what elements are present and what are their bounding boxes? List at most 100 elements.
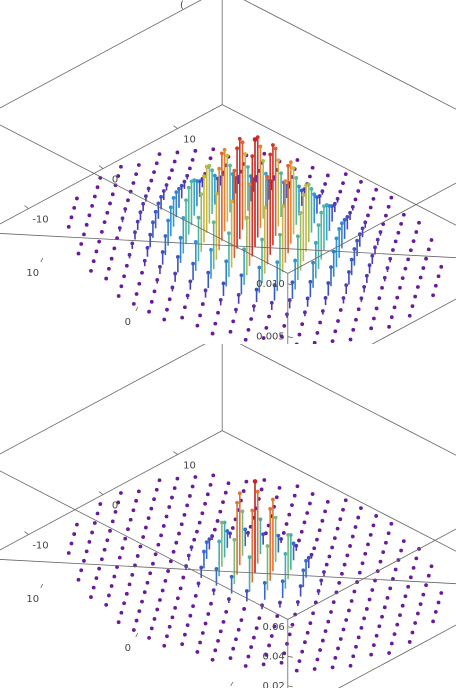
data-point: [371, 316, 376, 321]
data-point: [106, 593, 111, 598]
data-point: [116, 174, 121, 178]
data-point: [264, 653, 269, 657]
data-point: [188, 279, 193, 284]
data-point: [359, 625, 364, 630]
data-point: [131, 508, 136, 513]
data-point: [281, 531, 286, 535]
data-point: [252, 479, 258, 484]
data-point: [180, 642, 185, 647]
data-point: [337, 227, 342, 231]
data-point: [244, 589, 249, 593]
data-point: [138, 544, 143, 549]
data-point: [192, 537, 197, 542]
data-point: [174, 540, 179, 545]
y-tick-label: 0: [112, 501, 118, 512]
data-point: [131, 301, 136, 306]
data-point: [315, 331, 320, 335]
data-point: [252, 137, 258, 142]
data-point: [363, 551, 368, 556]
y-tick-mark: [98, 491, 104, 495]
data-point: [89, 595, 93, 599]
data-point: [218, 629, 223, 634]
data-point: [343, 498, 348, 503]
data-point: [141, 201, 146, 206]
data-point: [189, 179, 194, 184]
data-point: [236, 627, 241, 632]
data-point: [352, 247, 357, 251]
data-point: [395, 622, 400, 627]
data-point: [359, 180, 363, 184]
data-point: [421, 592, 426, 597]
data-point: [175, 476, 180, 481]
y-tick-label: -10: [32, 541, 48, 552]
data-point: [251, 304, 256, 309]
data-point: [143, 194, 148, 199]
data-point: [99, 557, 104, 562]
data-point: [351, 327, 356, 332]
data-point: [389, 521, 394, 526]
data-point: [119, 610, 124, 615]
data-point: [188, 613, 193, 618]
data-point: [313, 240, 318, 245]
data-point: [320, 518, 325, 523]
data-point: [336, 319, 340, 323]
data-point: [185, 293, 190, 298]
data-point: [197, 179, 202, 184]
data-point: [257, 616, 262, 621]
header-fragment: (: [180, 0, 184, 11]
data-point: [178, 586, 183, 591]
data-point: [273, 515, 278, 520]
z-tick-label: 0.04: [263, 651, 285, 662]
data-point: [110, 519, 115, 524]
data-point: [318, 648, 323, 652]
data-point: [308, 501, 312, 506]
data-point: [369, 326, 374, 331]
data-point: [426, 247, 431, 252]
data-point: [384, 540, 388, 545]
data-point: [242, 607, 247, 611]
data-point: [332, 201, 337, 206]
data-point: [120, 546, 125, 551]
data-point: [400, 603, 405, 608]
data-point: [84, 222, 89, 227]
data-point: [227, 231, 231, 236]
data-point: [299, 188, 304, 193]
data-point: [371, 523, 376, 528]
data-point: [287, 298, 292, 302]
data-point: [367, 263, 372, 268]
data-point: [418, 275, 423, 280]
data-point: [279, 660, 284, 665]
y-tick-mark: [173, 451, 178, 455]
data-point: [407, 313, 412, 318]
box-edge-top-2: [0, 124, 288, 274]
data-point: [122, 274, 126, 279]
data-point: [179, 183, 184, 188]
data-point: [231, 319, 236, 324]
data-point: [213, 648, 218, 653]
data-point: [322, 204, 326, 209]
data-point: [414, 556, 419, 561]
data-point: [243, 152, 248, 156]
data-point: [363, 220, 368, 225]
data-point: [232, 168, 237, 173]
data-point: [159, 194, 163, 199]
data-point: [87, 213, 92, 218]
data-point: [310, 165, 315, 170]
data-point: [311, 260, 315, 265]
data-point: [171, 549, 176, 554]
box-edge-top-1: [287, 528, 456, 620]
data-point: [285, 641, 289, 646]
data-point: [124, 591, 129, 596]
box-edge-floor-front-1: [328, 624, 456, 693]
y-tick-label: 0: [112, 175, 118, 186]
data-point: [214, 566, 219, 571]
data-point: [195, 529, 199, 534]
data-point: [385, 266, 390, 270]
data-point: [356, 635, 361, 640]
data-point: [164, 514, 169, 519]
data-point: [290, 280, 295, 285]
data-point: [382, 275, 387, 280]
data-point: [230, 526, 235, 530]
data-point: [287, 512, 292, 517]
data-point: [246, 530, 250, 535]
